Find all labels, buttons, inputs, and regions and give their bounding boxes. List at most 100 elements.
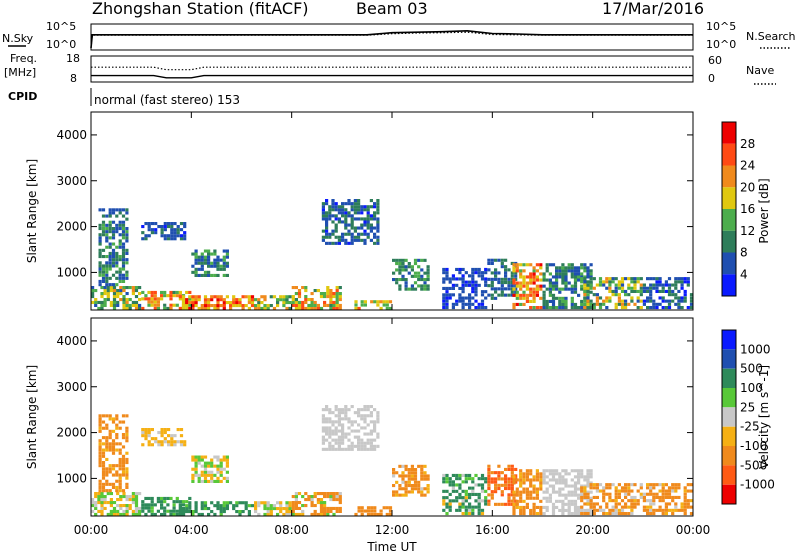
velocity-cell [686, 502, 690, 506]
velocity-cell [197, 455, 201, 459]
velocity-cell [150, 500, 154, 504]
velocity-ytick-label: 4000 [56, 334, 87, 348]
velocity-cell [525, 472, 529, 476]
velocity-cell [683, 508, 687, 512]
velocity-cell [328, 435, 332, 439]
velocity-cell [464, 508, 468, 512]
power-cell [551, 302, 556, 306]
power-cell [357, 202, 361, 206]
velocity-cell [504, 480, 508, 484]
power-cell [468, 306, 472, 310]
power-cell [494, 274, 498, 278]
power-cell [282, 301, 286, 305]
velocity-cell [577, 481, 581, 485]
power-cell [561, 287, 565, 291]
power-cell [169, 306, 173, 310]
velocity-cell [477, 502, 481, 506]
power-cell [471, 280, 475, 284]
nave-series-line [91, 66, 693, 71]
velocity-cell [624, 505, 628, 509]
power-cell [620, 306, 625, 310]
power-cell [614, 302, 618, 306]
velocity-cell [266, 512, 270, 516]
power-cell [442, 277, 446, 281]
velocity-cell [420, 477, 424, 481]
power-cell [373, 214, 377, 218]
velocity-cell [577, 475, 581, 479]
power-cell [297, 300, 302, 304]
velocity-cell [357, 447, 361, 451]
velocity-cell [310, 504, 314, 508]
velocity-cell [477, 508, 481, 512]
power-cell [514, 261, 518, 265]
power-cell [664, 283, 668, 287]
velocity-cell [567, 502, 571, 506]
power-cell [398, 284, 402, 288]
power-cell [611, 280, 615, 284]
velocity-cell [627, 499, 631, 503]
velocity-cell [420, 490, 424, 494]
power-cell [683, 296, 687, 300]
power-cell [471, 283, 475, 287]
velocity-cell [573, 508, 578, 512]
velocity-cell [504, 502, 508, 506]
velocity-cell [477, 499, 481, 503]
power-cell [667, 306, 672, 310]
power-cell [480, 274, 485, 278]
velocity-cell [592, 502, 596, 506]
velocity-cell [134, 509, 139, 513]
velocity-cell [614, 505, 618, 509]
velocity-cell [535, 469, 539, 473]
power-cell [529, 287, 533, 291]
velocity-cell [200, 458, 204, 462]
velocity-cell [121, 457, 126, 461]
velocity-cell [98, 426, 102, 430]
velocity-cell [545, 481, 549, 485]
velocity-cell [210, 473, 214, 477]
power-cell [624, 302, 628, 306]
velocity-cell [646, 483, 650, 487]
power-cell [667, 277, 672, 281]
velocity-cell [115, 485, 119, 489]
power-cell [382, 300, 386, 304]
power-cell [344, 208, 348, 212]
power-cell [125, 208, 129, 212]
power-cell [561, 302, 565, 306]
power-cell [331, 199, 335, 203]
velocity-cell [410, 474, 414, 478]
power-cell [194, 261, 198, 265]
power-cell [407, 287, 411, 291]
velocity-cell [658, 499, 662, 503]
velocity-cell [561, 493, 565, 497]
power-cell [633, 302, 637, 306]
power-cell [398, 268, 402, 272]
velocity-cell [173, 443, 177, 447]
power-cell [683, 289, 687, 293]
power-cell [583, 306, 587, 310]
velocity-cell [276, 512, 280, 516]
power-cell [515, 296, 519, 300]
power-cell [337, 220, 341, 224]
velocity-cell [163, 431, 167, 435]
velocity-cell [567, 505, 571, 509]
power-cell [611, 293, 615, 297]
velocity-cell [111, 464, 116, 468]
velocity-cell [671, 486, 675, 490]
power-cell [338, 298, 342, 302]
power-cell [326, 286, 330, 290]
velocity-cell [194, 455, 198, 459]
power-cell [163, 222, 167, 226]
velocity-cell [203, 470, 208, 474]
velocity-cell [109, 498, 113, 502]
power-cell [577, 278, 581, 282]
velocity-cell [357, 423, 361, 427]
power-cell [407, 271, 411, 275]
power-cell [207, 261, 211, 265]
power-cell [522, 275, 526, 279]
velocity-cell [468, 512, 472, 516]
velocity-cell [219, 464, 223, 468]
velocity-cell [98, 485, 102, 489]
velocity-cell [291, 509, 295, 513]
velocity-cell [197, 458, 201, 462]
power-cell [555, 284, 559, 288]
